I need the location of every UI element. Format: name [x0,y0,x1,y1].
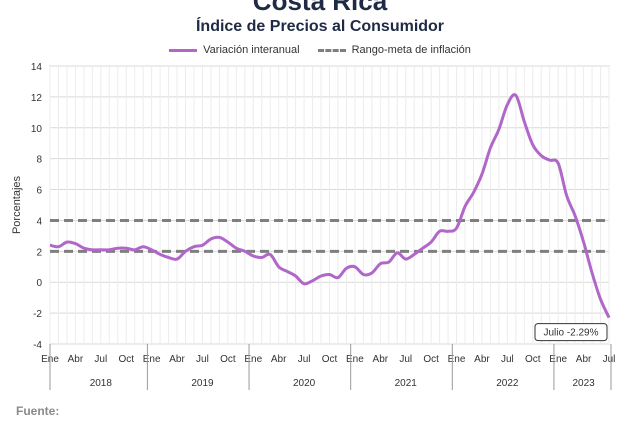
legend-swatch-rango-meta [317,48,346,52]
x-tick-label: Oct [220,354,236,365]
y-tick-label: 14 [31,62,43,73]
x-tick-label: Oct [322,354,338,365]
x-year-label: 2020 [293,378,316,389]
legend-swatch-variacion [169,48,198,52]
x-tick-label: Jul [603,354,616,365]
y-tick-label: -4 [33,340,42,351]
y-tick-label: 8 [36,155,42,166]
annotation-box [534,323,608,342]
x-tick-label: Jul [196,354,209,365]
x-year-label: 2023 [572,378,595,389]
x-year-label: 2021 [395,378,418,389]
chart-main-title: Costa Rica [252,0,388,16]
x-tick-label: Abr [271,354,287,365]
legend-label-variacion: Variación interanual [203,44,300,56]
y-tick-label: 6 [36,186,42,197]
x-tick-label: Oct [525,354,541,365]
y-tick-label: 0 [36,278,42,289]
x-year-label: 2019 [191,378,214,389]
y-tick-label: 10 [31,124,43,135]
y-tick-label: 2 [36,247,42,258]
legend-label-rango-meta: Rango-meta de inflación [351,44,471,56]
y-tick-label: 12 [31,93,43,104]
x-tick-label: Abr [169,354,185,365]
source-label: Fuente: [16,404,60,418]
legend-item-variacion: Variación interanual [169,44,300,56]
legend-item-rango-meta: Rango-meta de inflación [317,44,471,56]
x-tick-label: Jul [399,354,412,365]
x-tick-label: Oct [423,354,439,365]
x-tick-label: Ene [143,354,161,365]
y-axis-label: Porcentajes [11,175,23,234]
y-tick-label: -2 [33,309,42,320]
x-tick-label: Abr [576,354,592,365]
x-tick-label: Jul [501,354,514,365]
x-tick-label: Abr [68,354,84,365]
chart-legend: Variación interanual Rango-meta de infla… [0,44,640,56]
x-year-label: 2018 [90,378,113,389]
chart-subtitle: Índice de Precios al Consumidor [195,18,445,35]
annotation-label: Julio -2.29% [543,328,598,339]
x-year-label: 2022 [496,378,519,389]
x-tick-label: Abr [373,354,389,365]
x-tick-label: Ene [346,354,364,365]
x-tick-label: Ene [549,354,567,365]
y-tick-label: 4 [36,216,42,227]
x-tick-label: Abr [474,354,490,365]
x-tick-label: Oct [118,354,134,365]
x-tick-label: Jul [94,354,107,365]
x-tick-label: Jul [298,354,311,365]
x-tick-label: Ene [448,354,466,365]
x-tick-label: Ene [244,354,262,365]
